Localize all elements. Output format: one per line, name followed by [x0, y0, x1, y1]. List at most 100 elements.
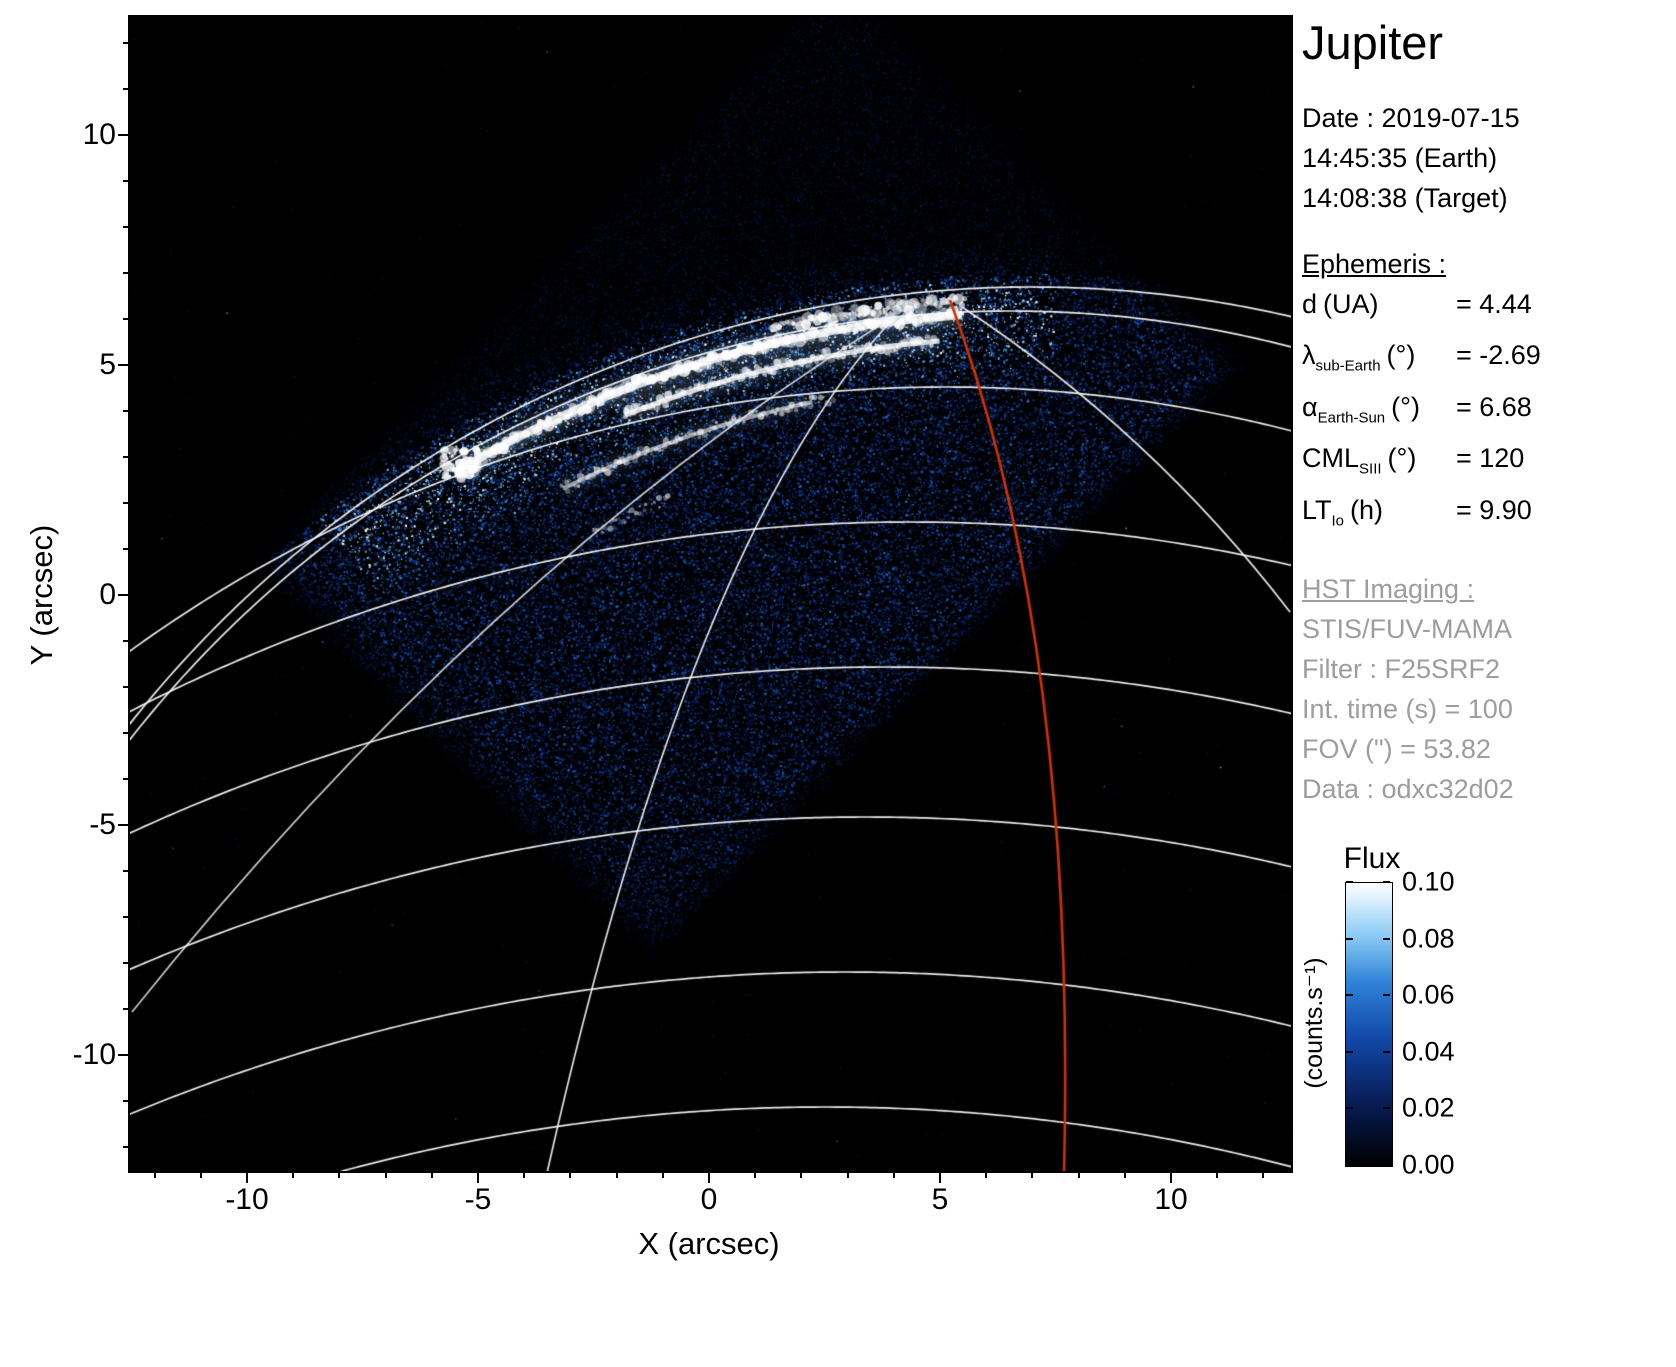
ephemeris-label: LTIo (h)	[1302, 490, 1452, 541]
ephemeris-symbol: λ	[1302, 340, 1316, 370]
y-axis-tick	[123, 272, 128, 274]
ephemeris-value: = -2.69	[1456, 340, 1541, 370]
y-axis-tick	[123, 916, 128, 918]
colorbar-tick	[1346, 1051, 1353, 1053]
ephemeris-subscript: SIII	[1359, 461, 1382, 478]
y-axis-tick	[118, 1054, 128, 1056]
x-tick-label: -10	[225, 1183, 268, 1217]
y-axis-tick	[123, 456, 128, 458]
y-axis-tick	[118, 594, 128, 596]
colorbar-tick	[1383, 1051, 1390, 1053]
x-axis-tick	[847, 1173, 849, 1178]
y-tick-label: 5	[34, 348, 116, 382]
ephemeris-label: CMLSIII (°)	[1302, 438, 1452, 489]
x-axis-tick	[200, 1173, 202, 1178]
colorbar-title: Flux	[1344, 842, 1401, 876]
y-axis-tick	[118, 824, 128, 826]
x-axis-tick	[1078, 1173, 1080, 1178]
y-axis-tick	[123, 1146, 128, 1148]
y-axis-tick	[118, 134, 128, 136]
figure-title: Jupiter	[1302, 16, 1674, 70]
x-axis-tick	[477, 1173, 479, 1183]
ephemeris-label: αEarth-Sun (°)	[1302, 387, 1452, 438]
y-axis-tick	[123, 962, 128, 964]
figure-root: X (arcsec) Y (arcsec) Jupiter Date : 201…	[0, 0, 1676, 1367]
colorbar-tick-label: 0.08	[1402, 923, 1455, 954]
hst-instrument-line: STIS/FUV-MAMA	[1302, 609, 1674, 649]
colorbar-tick	[1346, 1107, 1353, 1109]
x-axis-tick	[1124, 1173, 1126, 1178]
colorbar-tick	[1383, 938, 1390, 940]
colorbar-tick	[1383, 1107, 1390, 1109]
y-axis-tick	[123, 548, 128, 550]
hst-filter-line: Filter : F25SRF2	[1302, 649, 1674, 689]
colorbar	[1345, 882, 1393, 1167]
x-axis-tick	[708, 1173, 710, 1183]
x-axis-tick	[246, 1173, 248, 1183]
colorbar-tick-label: 0.00	[1402, 1150, 1455, 1181]
y-axis-tick	[123, 640, 128, 642]
x-axis-tick	[338, 1173, 340, 1178]
x-axis-tick	[1262, 1173, 1264, 1178]
ephemeris-heading: Ephemeris :	[1302, 244, 1674, 284]
x-axis-tick	[800, 1173, 802, 1178]
ephemeris-line-phase-angle: αEarth-Sun (°) = 6.68	[1302, 387, 1674, 438]
y-axis-tick	[123, 180, 128, 182]
x-tick-label: 0	[701, 1183, 718, 1217]
hst-fov-line: FOV (") = 53.82	[1302, 729, 1674, 769]
x-axis-tick	[385, 1173, 387, 1178]
x-axis-tick	[1216, 1173, 1218, 1178]
x-axis-tick	[754, 1173, 756, 1178]
ephemeris-unit: (°)	[1387, 340, 1416, 370]
ephemeris-unit: (°)	[1388, 443, 1417, 473]
ephemeris-line-distance: d (UA) = 4.44	[1302, 284, 1674, 335]
y-tick-label: 10	[34, 118, 116, 152]
ephemeris-unit: (UA)	[1323, 289, 1379, 319]
x-axis-title: X (arcsec)	[638, 1226, 779, 1262]
x-axis-tick	[292, 1173, 294, 1178]
y-tick-label: 0	[34, 578, 116, 612]
x-axis-tick	[616, 1173, 618, 1178]
y-tick-label: -10	[34, 1038, 116, 1072]
colorbar-tick-label: 0.06	[1402, 980, 1455, 1011]
x-axis-tick	[523, 1173, 525, 1178]
date-block: Date : 2019-07-15 14:45:35 (Earth) 14:08…	[1302, 98, 1674, 218]
y-tick-label: -5	[34, 808, 116, 842]
y-axis-tick	[123, 686, 128, 688]
ephemeris-line-cml: CMLSIII (°) = 120	[1302, 438, 1674, 489]
y-axis-tick	[123, 1008, 128, 1010]
colorbar-tick	[1383, 881, 1390, 883]
date-line: Date : 2019-07-15	[1302, 98, 1674, 138]
x-axis-tick	[569, 1173, 571, 1178]
ephemeris-symbol: α	[1302, 392, 1318, 422]
y-axis-tick	[123, 410, 128, 412]
y-axis-tick	[123, 318, 128, 320]
x-axis-tick	[662, 1173, 664, 1178]
ephemeris-symbol: d	[1302, 289, 1317, 319]
colorbar-tick	[1346, 1164, 1353, 1166]
y-axis-tick	[123, 502, 128, 504]
x-axis-tick	[985, 1173, 987, 1178]
colorbar-tick-label: 0.02	[1402, 1093, 1455, 1124]
y-axis-tick	[123, 778, 128, 780]
y-axis-tick	[123, 732, 128, 734]
x-axis-tick	[1031, 1173, 1033, 1178]
aurora-image-canvas	[130, 17, 1291, 1171]
info-panel: Jupiter Date : 2019-07-15 14:45:35 (Eart…	[1302, 16, 1674, 809]
colorbar-tick	[1383, 994, 1390, 996]
ephemeris-unit: (h)	[1350, 495, 1383, 525]
ephemeris-value: = 120	[1456, 443, 1524, 473]
ephemeris-value: = 4.44	[1456, 289, 1532, 319]
colorbar-tick	[1346, 881, 1353, 883]
ephemeris-symbol: LT	[1302, 495, 1332, 525]
y-axis-tick	[118, 364, 128, 366]
x-axis-tick	[939, 1173, 941, 1183]
x-tick-label: 5	[932, 1183, 949, 1217]
earth-time-line: 14:45:35 (Earth)	[1302, 138, 1674, 178]
ephemeris-label: d (UA)	[1302, 284, 1452, 335]
y-axis-tick	[123, 1100, 128, 1102]
colorbar-tick	[1383, 1164, 1390, 1166]
hst-imaging-heading: HST Imaging :	[1302, 569, 1674, 609]
colorbar-tick-label: 0.10	[1402, 867, 1455, 898]
x-axis-tick	[154, 1173, 156, 1178]
